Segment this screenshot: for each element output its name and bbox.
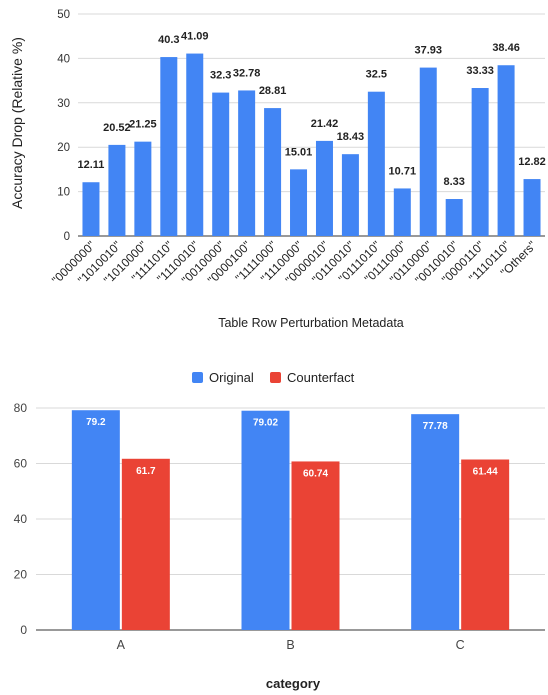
bar-value-labels: 79.2 61.7 79.02 60.74 77.78 61.44 [86,417,498,479]
bar [71,410,120,630]
bar [393,188,411,236]
legend-swatch-counterfact [270,372,281,383]
bar-value-label: 12.11 [78,159,105,171]
bar [264,108,282,236]
bar [291,461,340,630]
bar-value-label: 12.82 [518,156,546,168]
bar-value-label: 77.78 [423,421,448,432]
bar-value-label: 37.93 [414,45,442,57]
bar [121,458,170,630]
bar-value-label: 15.01 [285,146,313,158]
x-tick-labels: "0000000""1010010""1010000""1111010""111… [49,238,539,287]
bar-value-label: 10.71 [389,165,417,177]
y-tick-label: 60 [14,457,28,471]
bar [290,169,308,236]
y-tick-label: 40 [14,512,28,526]
bar-value-label: 60.74 [303,468,328,479]
bar-value-label: 20.52 [103,122,131,134]
y-gridlines [78,13,545,237]
y-tick-label: 50 [57,9,70,21]
bar [238,90,256,236]
x-tick-labels: A B C [117,638,465,652]
y-tick-label: 0 [64,231,70,243]
bar-value-label: 61.7 [136,466,156,477]
bar [160,57,178,237]
bar-value-label: 21.42 [311,118,339,130]
bar [445,199,463,236]
x-axis-title: Table Row Perturbation Metadata [218,316,404,330]
bar [461,459,510,630]
bar [341,154,359,236]
bar-value-label: 8.33 [443,176,464,188]
bar-value-label: 21.25 [129,119,157,131]
legend-label-counterfact: Counterfact [287,370,355,385]
bar [315,140,333,236]
y-tick-label: 30 [57,98,70,110]
legend: Original Counterfact [192,370,355,385]
bar-value-label: 18.43 [337,131,365,143]
bar [82,182,100,236]
bar [241,410,290,630]
y-tick-label: 20 [57,142,70,154]
y-tick-labels: 0 10 20 30 40 50 [57,9,70,243]
x-axis-title: category [266,676,321,691]
bars [71,410,510,630]
bar [186,53,204,237]
y-tick-labels: 0 20 40 60 80 [14,401,28,637]
bar-value-label: 61.44 [473,467,498,478]
y-gridlines [36,407,545,631]
y-tick-label: 20 [14,568,28,582]
bar [471,88,489,236]
y-axis-title: Accuracy Drop (Relative %) [9,37,25,209]
y-tick-label: 0 [20,623,27,637]
bar-value-label: 40.3 [158,34,179,46]
bars [82,53,541,237]
bar [212,92,230,236]
y-tick-label: 80 [14,401,28,415]
bar [523,179,541,236]
bar-value-label: 38.46 [492,42,520,54]
bar-value-label: 33.33 [466,65,494,77]
legend-label-original: Original [209,370,254,385]
y-tick-label: 10 [57,187,70,199]
x-tick-label: A [117,638,126,652]
bar-value-label: 28.81 [259,85,287,97]
bar [367,91,385,236]
bar-value-label: 32.5 [366,69,387,81]
bar [411,414,460,630]
y-tick-label: 40 [57,53,70,65]
bar [497,65,515,236]
bar-value-label: 79.2 [86,417,106,428]
bar [419,67,437,237]
x-tick-label: C [456,638,465,652]
legend-swatch-original [192,372,203,383]
bar [108,144,126,236]
bar [134,141,152,236]
bar-value-label: 32.3 [210,70,231,82]
bar-value-label: 32.78 [233,67,261,79]
bar-value-label: 79.02 [253,418,278,429]
bar-value-label: 41.09 [181,31,209,43]
x-tick-label: B [286,638,294,652]
